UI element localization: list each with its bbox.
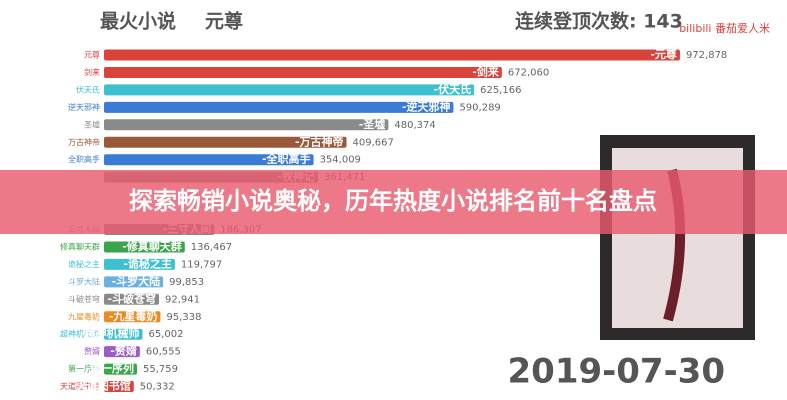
- value-label: 972,878: [686, 50, 727, 61]
- category-label: 修真聊天群: [60, 241, 100, 251]
- bar: [104, 241, 185, 253]
- bar-label: -天道图书馆: [71, 379, 131, 393]
- bar-label: -修真聊天群: [122, 239, 182, 253]
- bar-label: -逆天邪神: [402, 99, 451, 113]
- value-label: 590,289: [459, 102, 500, 113]
- bar-label: -第一序列: [85, 361, 134, 375]
- value-label: 92,941: [165, 294, 200, 305]
- category-label: 赘婿: [84, 346, 100, 356]
- bar-label: -超神机械师: [80, 326, 140, 340]
- category-label: 九星毒奶: [68, 311, 100, 321]
- bar: [104, 258, 175, 270]
- category-label: 圣墟: [84, 119, 100, 129]
- leader: 元尊: [205, 10, 243, 33]
- category-label: 万古神帝: [68, 137, 100, 147]
- bar: [104, 381, 134, 393]
- banner-band: [0, 170, 787, 234]
- bar-label: -全职高手: [262, 152, 311, 166]
- bar-label: -元尊: [650, 47, 677, 61]
- bar: [104, 311, 161, 323]
- bar: [104, 84, 475, 96]
- bar-label: -诡秘之主: [123, 256, 172, 270]
- category-label: 全职高手: [68, 154, 100, 164]
- category-label: 天道图书馆: [60, 381, 100, 391]
- bar-label: -斗罗大陆: [112, 274, 161, 288]
- value-label: 99,853: [169, 277, 204, 288]
- category-label: 斗罗大陆: [68, 276, 100, 286]
- bar: [104, 49, 680, 61]
- value-label: 60,555: [146, 347, 181, 358]
- bar: [104, 66, 502, 78]
- value-label: 625,166: [480, 85, 521, 96]
- watermark: bilibili 番茄爱人米: [679, 21, 770, 35]
- bar: [104, 276, 164, 288]
- bar-label: -斗破苍穹: [107, 291, 156, 305]
- counter: 连续登顶次数: 143: [515, 10, 683, 33]
- bar: [104, 363, 138, 375]
- category-label: 元尊: [84, 50, 100, 60]
- value-label: 65,002: [148, 329, 183, 340]
- bar-label: -赘婿: [110, 344, 138, 358]
- category-label: 超神机械师: [60, 329, 100, 339]
- category-label: 逆天邪神: [68, 102, 100, 112]
- value-label: 95,338: [166, 312, 201, 323]
- date: 2019-07-30: [508, 352, 725, 392]
- bar: [104, 101, 454, 113]
- bar-label: -万古神帝: [295, 134, 344, 148]
- bar-label: -伏天氏: [434, 82, 472, 96]
- value-label: 409,667: [353, 137, 394, 148]
- bar: [104, 136, 347, 148]
- book-cover: [600, 135, 755, 340]
- bar: [104, 346, 140, 358]
- value-label: 50,332: [140, 382, 175, 393]
- category-label: 诡秘之主: [68, 259, 100, 269]
- banner-title: 探索畅销小说奥秘，历年热度小说排名前十名盘点: [129, 187, 657, 215]
- bar: [104, 119, 389, 131]
- bar-label: -九星毒奶: [109, 309, 158, 323]
- category-label: 第一序列: [68, 364, 100, 374]
- value-label: 136,467: [191, 242, 232, 253]
- bar-label: -圣墟: [359, 117, 386, 131]
- value-label: 55,759: [143, 364, 178, 375]
- bar-label: -剑来: [472, 64, 500, 78]
- bar: [104, 328, 143, 340]
- value-label: 354,009: [320, 155, 361, 166]
- category-label: 伏天氏: [76, 84, 100, 94]
- category-label: 斗破苍穹: [68, 294, 100, 304]
- chart-title: 最火小说: [100, 10, 176, 33]
- value-label: 119,797: [181, 259, 222, 270]
- category-label: 剑来: [84, 67, 100, 77]
- value-label: 480,374: [394, 120, 435, 131]
- bar: [104, 154, 314, 166]
- value-label: 672,060: [508, 67, 549, 78]
- bar: [104, 293, 160, 305]
